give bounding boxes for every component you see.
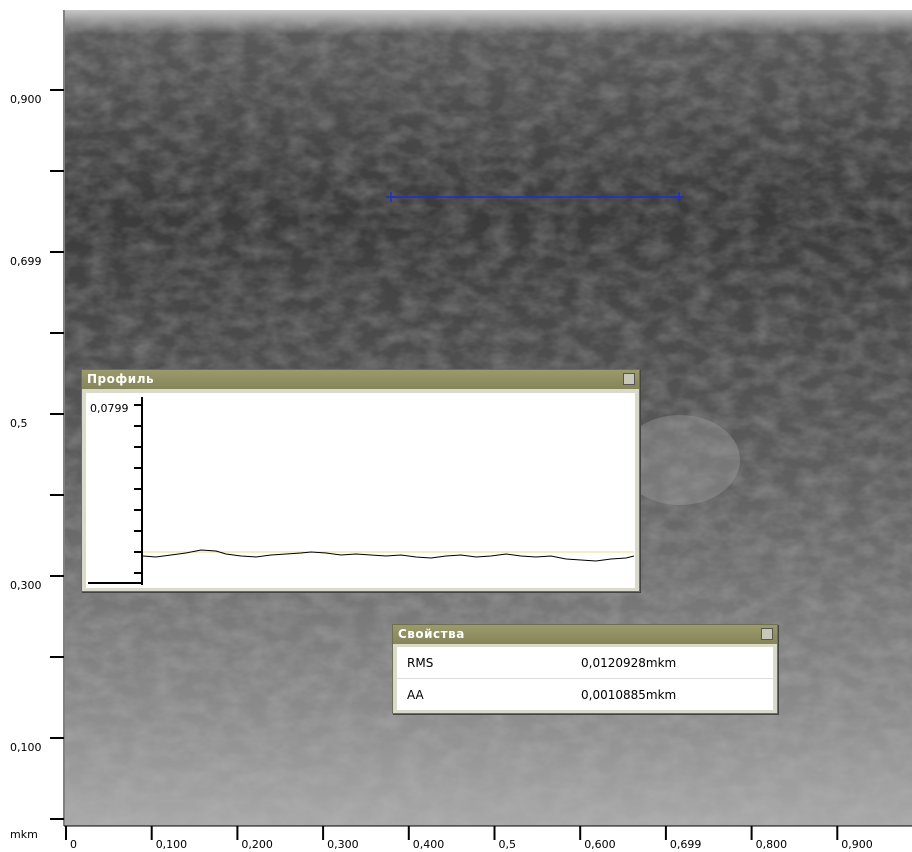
y-tick-label: 0,900 [10, 93, 42, 106]
y-tick-label: 0,100 [10, 741, 42, 754]
property-name: AA [397, 688, 581, 702]
x-tick-label: 0,5 [499, 838, 517, 851]
window-title: Свойства [398, 627, 465, 641]
property-name: RMS [397, 656, 581, 670]
x-tick-label: 0,600 [584, 838, 616, 851]
x-tick-label: 0 [70, 838, 77, 851]
window-title-bar: Профиль [82, 370, 639, 389]
property-value: 0,0120928mkm [581, 656, 676, 670]
x-tick-label: 0,699 [670, 838, 702, 851]
property-value: 0,0010885mkm [581, 688, 676, 702]
y-tick-label: 0,300 [10, 579, 42, 592]
window-title: Профиль [87, 372, 154, 386]
x-tick-label: 0,400 [413, 838, 445, 851]
profile-y-label: 0,0799 [90, 402, 129, 415]
app: {"image_view": {"unit": "mkm", "y_labels… [0, 0, 912, 852]
unit-label: mkm [10, 828, 38, 841]
x-tick-label: 0,200 [241, 838, 273, 851]
profile-plot: 0,0799 [86, 393, 635, 588]
close-button[interactable] [623, 373, 635, 385]
y-tick-label: 0,699 [10, 255, 42, 268]
close-button[interactable] [761, 628, 773, 640]
x-tick-label: 0,100 [156, 838, 188, 851]
x-tick-label: 0,300 [327, 838, 359, 851]
x-tick-label: 0,900 [841, 838, 873, 851]
x-tick-label: 0,800 [756, 838, 788, 851]
y-tick-label: 0,5 [10, 417, 28, 430]
window-title-bar: Свойства [393, 625, 777, 644]
profile-window[interactable]: Профиль 0,0799 [81, 369, 640, 592]
